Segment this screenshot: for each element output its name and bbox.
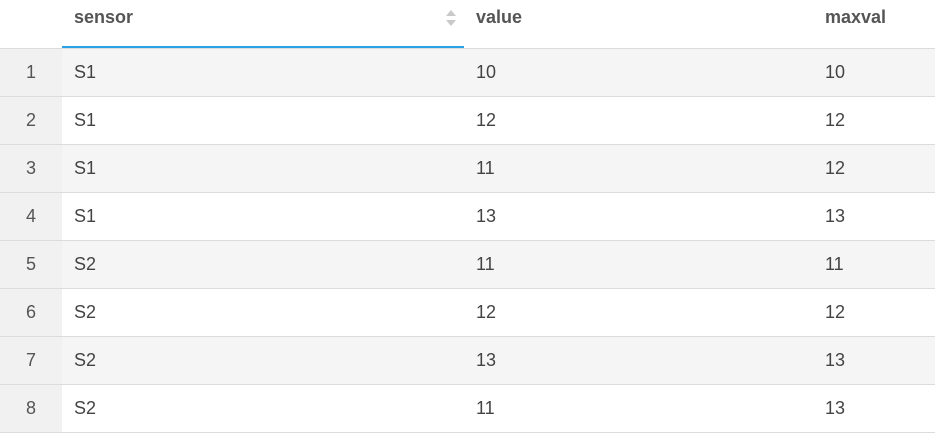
cell-maxval[interactable]: 10 bbox=[825, 62, 846, 82]
row-index: 7 bbox=[0, 337, 62, 384]
cell-value[interactable]: 11 bbox=[476, 254, 495, 274]
cell-value[interactable]: 11 bbox=[476, 158, 495, 178]
table-row[interactable]: 3 S1 11 12 bbox=[0, 145, 935, 193]
cell-sensor[interactable]: S2 bbox=[74, 398, 97, 418]
column-header-label: value bbox=[476, 7, 523, 27]
table-row[interactable]: 6 S2 12 12 bbox=[0, 289, 935, 337]
cell-value[interactable]: 11 bbox=[476, 398, 495, 418]
table-row[interactable]: 5 S2 11 11 bbox=[0, 241, 935, 289]
row-index: 8 bbox=[0, 385, 62, 432]
cell-value[interactable]: 12 bbox=[476, 302, 497, 322]
column-header-label: maxval bbox=[825, 7, 887, 27]
cell-maxval[interactable]: 13 bbox=[825, 350, 846, 370]
table-body: 1 S1 10 10 2 S1 12 12 3 S1 11 12 4 S1 13… bbox=[0, 49, 935, 433]
column-header-sensor[interactable]: sensor bbox=[62, 0, 464, 48]
column-header-label: sensor bbox=[74, 7, 134, 27]
cell-sensor[interactable]: S2 bbox=[74, 350, 97, 370]
cell-value[interactable]: 13 bbox=[476, 206, 497, 226]
cell-maxval[interactable]: 12 bbox=[825, 110, 846, 130]
cell-sensor[interactable]: S1 bbox=[74, 158, 97, 178]
index-column-header bbox=[0, 0, 62, 46]
table-row[interactable]: 4 S1 13 13 bbox=[0, 193, 935, 241]
cell-value[interactable]: 12 bbox=[476, 110, 497, 130]
table-row[interactable]: 7 S2 13 13 bbox=[0, 337, 935, 385]
cell-sensor[interactable]: S1 bbox=[74, 110, 97, 130]
table-row[interactable]: 2 S1 12 12 bbox=[0, 97, 935, 145]
row-index: 5 bbox=[0, 241, 62, 288]
cell-sensor[interactable]: S1 bbox=[74, 206, 97, 226]
table-row[interactable]: 8 S2 11 13 bbox=[0, 385, 935, 433]
row-index: 6 bbox=[0, 289, 62, 336]
cell-value[interactable]: 10 bbox=[476, 62, 497, 82]
column-header-value[interactable]: value bbox=[464, 0, 764, 46]
cell-sensor[interactable]: S2 bbox=[74, 254, 97, 274]
cell-maxval[interactable]: 12 bbox=[825, 158, 846, 178]
cell-sensor[interactable]: S1 bbox=[74, 62, 97, 82]
cell-value[interactable]: 13 bbox=[476, 350, 497, 370]
column-header-maxval[interactable]: maxval bbox=[764, 0, 935, 46]
cell-maxval[interactable]: 13 bbox=[825, 398, 846, 418]
row-index: 1 bbox=[0, 49, 62, 96]
cell-maxval[interactable]: 13 bbox=[825, 206, 846, 226]
row-index: 2 bbox=[0, 97, 62, 144]
cell-maxval[interactable]: 12 bbox=[825, 302, 846, 322]
sort-updown-icon[interactable] bbox=[444, 6, 458, 30]
row-index: 4 bbox=[0, 193, 62, 240]
row-index: 3 bbox=[0, 145, 62, 192]
table-header: sensor value maxval bbox=[0, 0, 935, 49]
table-row[interactable]: 1 S1 10 10 bbox=[0, 49, 935, 97]
cell-sensor[interactable]: S2 bbox=[74, 302, 97, 322]
cell-maxval[interactable]: 11 bbox=[825, 254, 844, 274]
